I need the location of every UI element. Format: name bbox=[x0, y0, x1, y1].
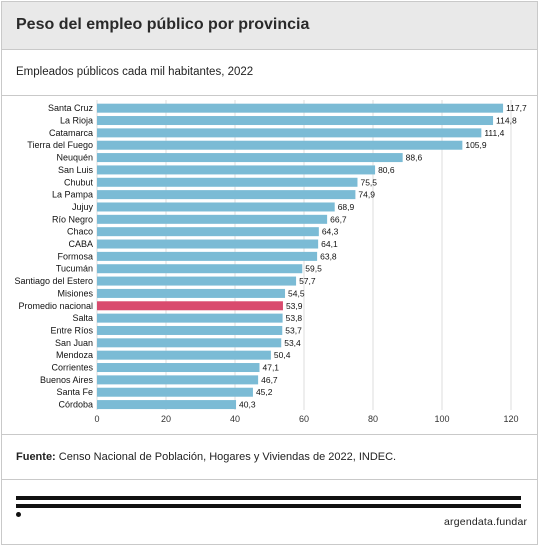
category-label: CABA bbox=[68, 239, 93, 249]
category-label: Santa Fe bbox=[56, 387, 93, 397]
value-label: 64,3 bbox=[322, 227, 339, 237]
category-label: Corrientes bbox=[51, 363, 93, 373]
category-label: La Pampa bbox=[52, 190, 93, 200]
page-title: Peso del empleo público por provincia bbox=[16, 16, 310, 33]
value-label: 68,9 bbox=[338, 202, 355, 212]
source-text: Censo Nacional de Población, Hogares y V… bbox=[55, 451, 397, 463]
category-label: Catamarca bbox=[49, 128, 93, 138]
bar bbox=[97, 128, 482, 138]
bar bbox=[97, 350, 271, 360]
category-label: Jujuy bbox=[72, 202, 94, 212]
category-label: La Rioja bbox=[60, 116, 93, 126]
bar bbox=[97, 338, 282, 348]
category-label: San Luis bbox=[58, 165, 94, 175]
bar bbox=[97, 325, 283, 335]
category-label: Neuquén bbox=[56, 153, 93, 163]
bar bbox=[97, 301, 283, 311]
value-label: 53,9 bbox=[286, 301, 303, 311]
x-tick-label: 80 bbox=[368, 414, 378, 424]
value-label: 88,6 bbox=[406, 153, 423, 163]
category-label: Río Negro bbox=[52, 214, 93, 224]
bar bbox=[97, 264, 303, 274]
x-tick-label: 120 bbox=[503, 414, 518, 424]
category-label: Formosa bbox=[57, 251, 93, 261]
brand-logo-text: argendata.fundar bbox=[444, 516, 528, 528]
bar bbox=[97, 276, 297, 286]
category-label: Mendoza bbox=[56, 350, 93, 360]
source-label: Fuente: bbox=[16, 451, 56, 463]
bar bbox=[97, 313, 283, 323]
value-label: 105,9 bbox=[465, 140, 487, 150]
value-label: 50,4 bbox=[274, 350, 291, 360]
value-label: 114,8 bbox=[496, 116, 517, 126]
value-label: 54,5 bbox=[288, 288, 305, 298]
value-label: 46,7 bbox=[261, 375, 278, 385]
bar bbox=[97, 177, 358, 187]
category-label: Promedio nacional bbox=[18, 301, 93, 311]
x-tick-label: 60 bbox=[299, 414, 309, 424]
bar bbox=[97, 251, 318, 261]
bar bbox=[97, 116, 494, 126]
category-label: Salta bbox=[72, 313, 93, 323]
bar bbox=[97, 288, 286, 298]
category-label: Entre Ríos bbox=[50, 325, 93, 335]
value-label: 80,6 bbox=[378, 165, 395, 175]
value-label: 47,1 bbox=[262, 363, 279, 373]
category-label: San Juan bbox=[55, 338, 93, 348]
value-label: 64,1 bbox=[321, 239, 338, 249]
category-label: Santa Cruz bbox=[48, 103, 94, 113]
value-label: 66,7 bbox=[330, 214, 347, 224]
value-label: 74,9 bbox=[358, 190, 375, 200]
subtitle-row: Empleados públicos cada mil habitantes, … bbox=[2, 50, 537, 96]
bar bbox=[97, 400, 237, 410]
value-label: 111,4 bbox=[484, 128, 504, 138]
bar bbox=[97, 375, 259, 385]
value-label: 53,8 bbox=[286, 313, 303, 323]
value-label: 45,2 bbox=[256, 387, 273, 397]
bar bbox=[97, 165, 376, 175]
x-tick-label: 100 bbox=[434, 414, 449, 424]
logo-dot bbox=[16, 512, 21, 517]
category-label: Santiago del Estero bbox=[14, 276, 93, 286]
value-label: 59,5 bbox=[305, 264, 322, 274]
bar bbox=[97, 363, 260, 373]
value-label: 57,7 bbox=[299, 276, 316, 286]
category-label: Tierra del Fuego bbox=[27, 140, 93, 150]
logo-line-top bbox=[16, 496, 521, 500]
bar bbox=[97, 202, 335, 212]
value-label: 53,7 bbox=[285, 325, 302, 335]
bar bbox=[97, 190, 356, 200]
bar bbox=[97, 239, 319, 249]
bar bbox=[97, 140, 463, 150]
bar bbox=[97, 387, 253, 397]
logo-line-bottom bbox=[16, 504, 521, 508]
value-label: 53,4 bbox=[284, 338, 301, 348]
source-note: Fuente: Censo Nacional de Población, Hog… bbox=[16, 451, 396, 463]
value-label: 63,8 bbox=[320, 251, 337, 261]
category-label: Misiones bbox=[57, 288, 93, 298]
value-label: 117,7 bbox=[506, 103, 527, 113]
bar bbox=[97, 103, 504, 113]
bar-chart: 0 20 40 60 80 100 120 Santa Cruz 117,7 La Rioja 11… bbox=[14, 100, 527, 424]
bar bbox=[97, 227, 319, 237]
source-row: Fuente: Censo Nacional de Población, Hog… bbox=[2, 434, 537, 480]
header: Peso del empleo público por provincia bbox=[2, 2, 537, 50]
x-tick-label: 20 bbox=[161, 414, 171, 424]
value-label: 40,3 bbox=[239, 400, 256, 410]
bar bbox=[97, 153, 403, 163]
category-label: Chaco bbox=[67, 227, 93, 237]
x-tick-label: 40 bbox=[230, 414, 240, 424]
bar bbox=[97, 214, 328, 224]
category-label: Chubut bbox=[64, 177, 94, 187]
chart-subtitle: Empleados públicos cada mil habitantes, … bbox=[16, 66, 254, 78]
x-tick-label: 0 bbox=[94, 414, 99, 424]
value-label: 75,5 bbox=[360, 177, 377, 187]
category-label: Córdoba bbox=[58, 400, 93, 410]
category-label: Tucumán bbox=[56, 264, 93, 274]
category-label: Buenos Aires bbox=[40, 375, 94, 385]
